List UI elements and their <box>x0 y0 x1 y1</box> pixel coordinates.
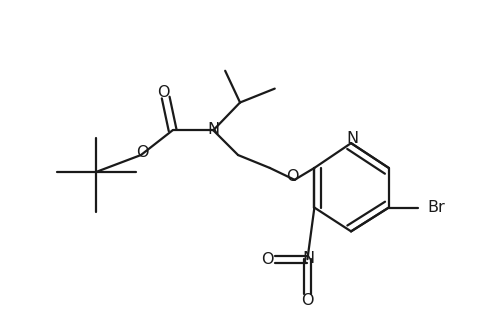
Text: O: O <box>286 169 298 184</box>
Text: O: O <box>135 145 148 160</box>
Text: N: N <box>302 251 314 266</box>
Text: O: O <box>301 293 313 308</box>
Text: Br: Br <box>427 200 444 215</box>
Text: O: O <box>261 252 273 267</box>
Text: O: O <box>157 85 170 100</box>
Text: N: N <box>346 131 357 146</box>
Text: N: N <box>207 122 219 137</box>
